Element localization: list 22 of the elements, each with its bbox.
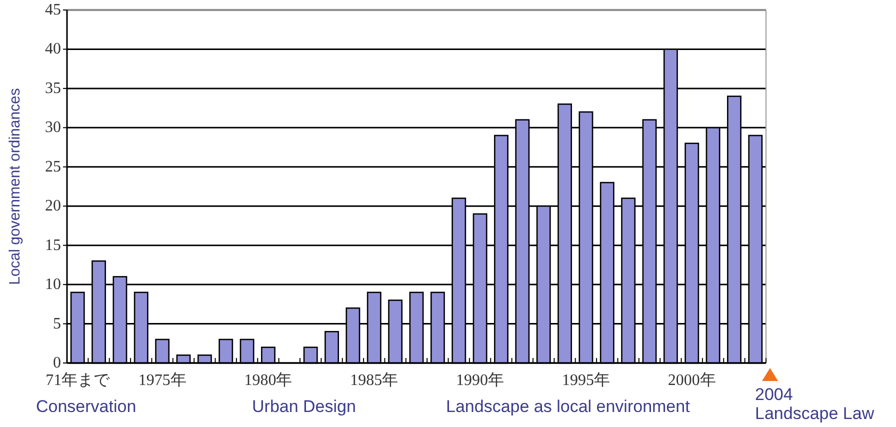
y-tick-label: 5 (53, 315, 61, 332)
y-axis-title: Local government ordinances (6, 88, 24, 285)
x-tick-label: 2000年 (668, 372, 716, 389)
x-tick-label: 1995年 (562, 372, 610, 389)
y-tick-label: 25 (45, 158, 61, 176)
y-tick-label: 15 (45, 236, 61, 254)
x-tick-label: 1975年 (138, 372, 186, 389)
y-tick-label: 35 (45, 80, 61, 97)
y-tick-label: 30 (45, 119, 61, 136)
x-tick-label: 1990年 (456, 372, 504, 389)
text: Conservation (36, 397, 136, 416)
x-tick-label: 1980年 (244, 372, 292, 389)
text: Urban Design (252, 397, 356, 416)
text: 2004 Landscape Law (755, 385, 875, 423)
y-tick-label: 0 (53, 354, 61, 372)
y-tick-label: 45 (45, 2, 61, 18)
text: Landscape as local environment (446, 397, 690, 416)
y-tick-label: 40 (45, 40, 61, 58)
y-tick-label: 10 (45, 276, 61, 294)
y-tick-label: 20 (45, 198, 61, 215)
x-tick-label: 71年まで (46, 372, 111, 389)
x-tick-label: 1985年 (350, 372, 398, 389)
